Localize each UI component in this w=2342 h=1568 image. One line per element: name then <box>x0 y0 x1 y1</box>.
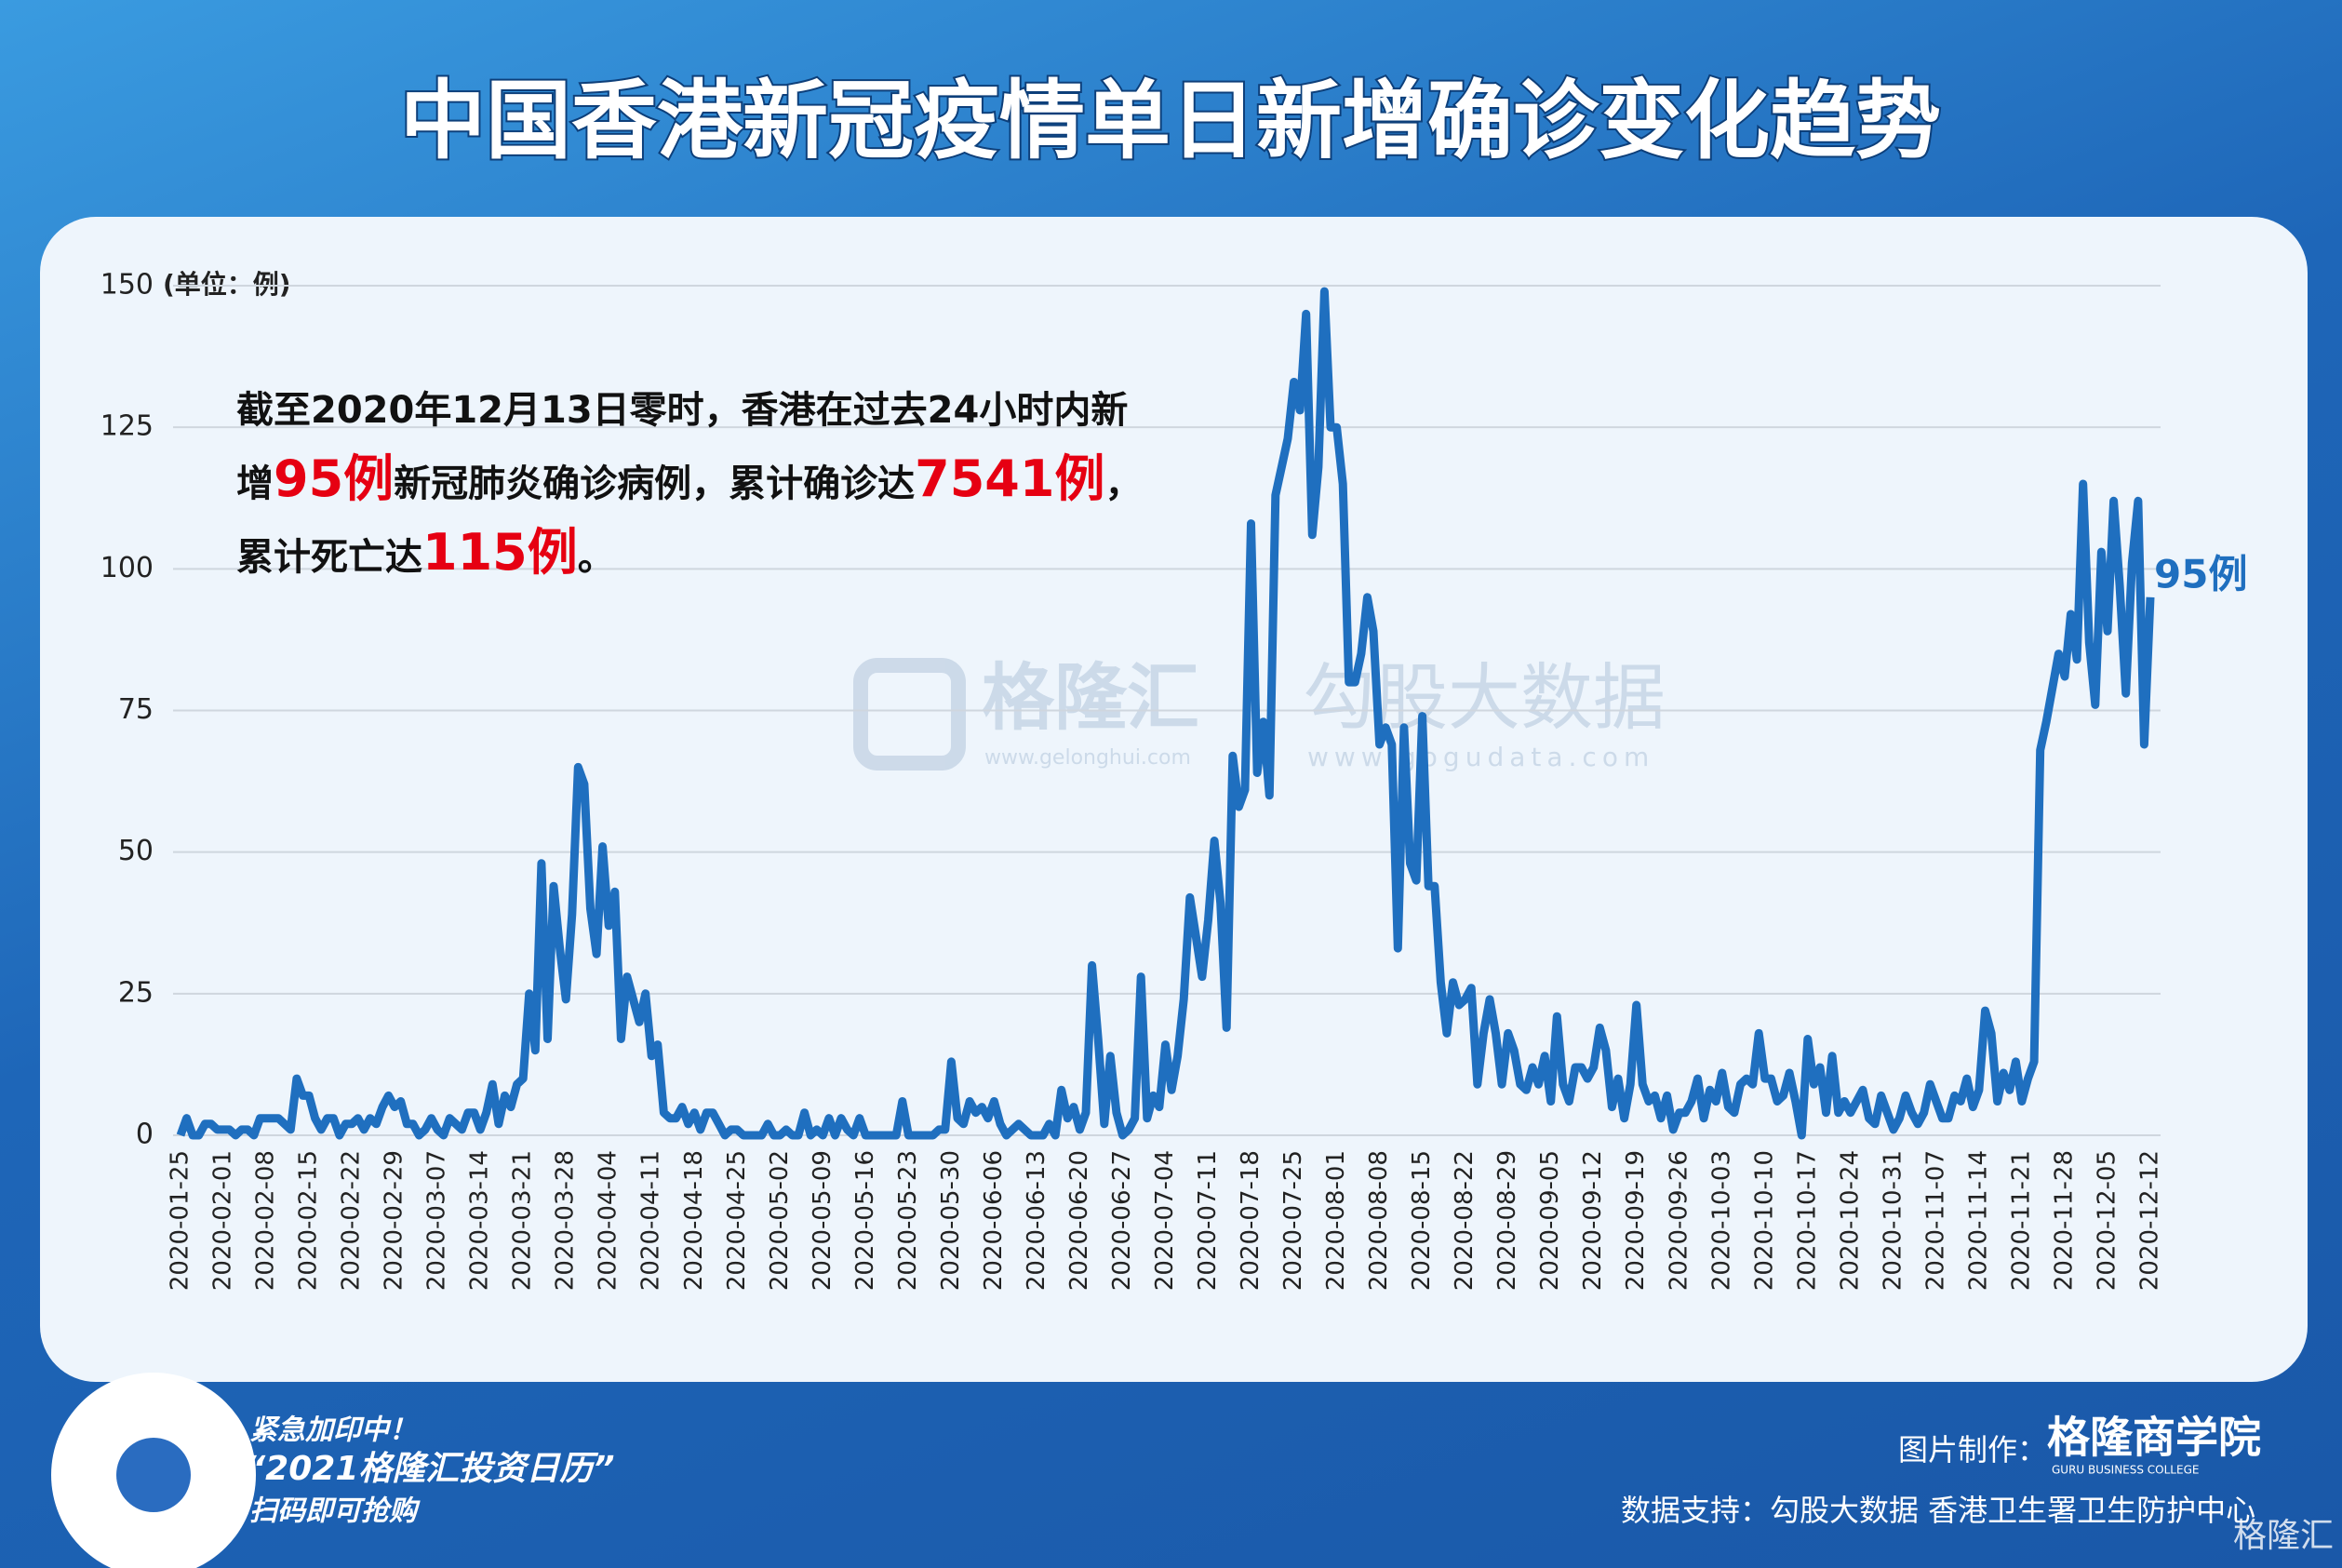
made-by: 图片制作： <box>1898 1432 2047 1467</box>
x-tick-label: 2020-06-20 <box>1065 1150 1093 1291</box>
x-tick-label: 2020-07-11 <box>1194 1150 1222 1291</box>
y-tick-label: 0 <box>136 1119 154 1151</box>
x-tick-label: 2020-11-21 <box>2007 1150 2035 1291</box>
x-tick-label: 2020-05-30 <box>937 1150 965 1291</box>
x-tick-label: 2020-03-28 <box>552 1150 580 1291</box>
annotation-text: 新冠肺炎确诊病例，累计确诊达 <box>394 462 916 505</box>
x-tick-label: 2020-06-13 <box>1023 1150 1051 1291</box>
y-tick-label: 75 <box>118 693 154 726</box>
x-tick-label: 2020-02-08 <box>252 1150 280 1291</box>
x-tick-label: 2020-01-25 <box>167 1150 194 1291</box>
highlight: 7541例 <box>915 449 1105 508</box>
x-tick-label: 2020-06-27 <box>1108 1150 1136 1291</box>
x-tick-label: 2020-04-18 <box>680 1150 708 1291</box>
x-tick-label: 2020-08-08 <box>1365 1150 1393 1291</box>
x-tick-label: 2020-12-05 <box>2093 1150 2121 1291</box>
y-tick-label: 100 <box>100 552 154 584</box>
x-tick-label: 2020-05-02 <box>766 1150 794 1291</box>
college: 格隆商学院 <box>2047 1413 2261 1463</box>
x-tick-label: 2020-03-14 <box>466 1150 494 1291</box>
data-label: 95例 <box>2154 551 2247 596</box>
promo: 紧急加印中！ <box>249 1414 417 1447</box>
x-tick-label: 2020-07-25 <box>1279 1150 1307 1291</box>
x-tick-label: 2020-06-06 <box>980 1150 1008 1291</box>
x-tick-label: 2020-04-25 <box>723 1150 751 1291</box>
x-tick-label: 2020-08-22 <box>1451 1150 1479 1291</box>
x-tick-label: 2020-11-28 <box>2050 1150 2078 1291</box>
x-tick-label: 2020-07-18 <box>1237 1150 1265 1291</box>
x-tick-label: 2020-07-04 <box>1151 1150 1179 1291</box>
qr-logo <box>116 1438 191 1512</box>
series-line <box>176 287 2155 1140</box>
logo: 格隆汇 <box>2233 1517 2334 1555</box>
annotation-text: 。 <box>577 536 615 579</box>
x-tick-label: 2020-10-31 <box>1879 1150 1907 1291</box>
annotation-text: ， <box>1104 462 1143 505</box>
promo: “2021格隆汇投资日历” <box>244 1450 615 1488</box>
x-tick-label: 2020-08-29 <box>1493 1150 1521 1291</box>
watermark-brand: 勾股大数据 <box>1303 656 1666 740</box>
watermark: 格隆汇 www.gelonghui.com 勾股大数据 www.gogudata… <box>853 656 1666 772</box>
x-tick-label: 2020-10-17 <box>1793 1150 1821 1291</box>
annotation-text: 累计死亡达 <box>236 536 422 579</box>
x-tick-label: 2020-03-07 <box>423 1150 451 1291</box>
annotation-text: 截至2020年12月13日零时，香港在过去24小时内新 <box>236 389 1129 432</box>
x-tick-label: 2020-09-26 <box>1665 1150 1693 1291</box>
x-tick-label: 2020-12-12 <box>2136 1150 2164 1291</box>
x-tick-label: 2020-03-21 <box>509 1150 537 1291</box>
x-tick-label: 2020-09-05 <box>1536 1150 1564 1291</box>
x-tick-label: 2020-02-15 <box>295 1150 323 1291</box>
promo: 扫码即可抢购 <box>249 1495 421 1528</box>
x-tick-label: 2020-08-15 <box>1408 1150 1436 1291</box>
x-tick-label: 2020-11-07 <box>1921 1150 1949 1291</box>
annotation-text: 增 <box>236 462 274 505</box>
y-tick-label: 25 <box>118 976 154 1009</box>
annotation: 截至2020年12月13日零时，香港在过去24小时内新 增95例新冠肺炎确诊病例，… <box>236 377 1142 592</box>
annotation-line: 增95例新冠肺炎确诊病例，累计确诊达7541例， <box>236 445 1142 518</box>
watermark-url: www.gelonghui.com <box>984 746 1191 770</box>
x-tick-label: 2020-05-23 <box>894 1150 922 1291</box>
x-tick-label: 2020-04-11 <box>637 1150 665 1291</box>
y-tick-label: 125 <box>100 410 154 443</box>
chart-title: 中国香港新冠疫情单日新增确诊变化趋势 <box>400 71 1941 170</box>
watermark-url: www.gogudata.com <box>1307 742 1654 772</box>
source: 数据支持：勾股大数据 香港卫生署卫生防护中心 <box>1621 1493 2255 1528</box>
watermark-brand: 格隆汇 <box>982 656 1199 740</box>
annotation-line: 累计死亡达115例。 <box>236 518 1142 592</box>
y-tick-label: 150 <box>100 269 154 302</box>
x-tick-label: 2020-02-01 <box>209 1150 237 1291</box>
annotation-line: 截至2020年12月13日零时，香港在过去24小时内新 <box>236 377 1142 445</box>
highlight: 115例 <box>422 523 578 582</box>
x-tick-label: 2020-10-10 <box>1750 1150 1778 1291</box>
x-tick-label: 2020-10-24 <box>1836 1150 1864 1291</box>
x-tick-label: 2020-10-03 <box>1707 1150 1735 1291</box>
x-tick-label: 2020-09-12 <box>1579 1150 1607 1291</box>
watermark-logo <box>853 658 966 771</box>
x-tick-label: 2020-05-09 <box>809 1150 836 1291</box>
x-tick-label: 2020-09-19 <box>1622 1150 1650 1291</box>
highlight: 95例 <box>274 449 395 508</box>
x-tick-label: 2020-02-22 <box>338 1150 366 1291</box>
y-tick-label: 50 <box>118 835 154 867</box>
x-tick-label: 2020-08-01 <box>1322 1150 1350 1291</box>
x-tick-label: 2020-04-04 <box>595 1150 622 1291</box>
y-unit: (单位：例) <box>163 269 291 300</box>
x-tick-label: 2020-05-16 <box>851 1150 879 1291</box>
college-en: GURU BUSINESS COLLEGE <box>2052 1464 2199 1477</box>
x-tick-label: 2020-02-29 <box>381 1150 408 1291</box>
x-tick-label: 2020-11-14 <box>1964 1150 1992 1291</box>
